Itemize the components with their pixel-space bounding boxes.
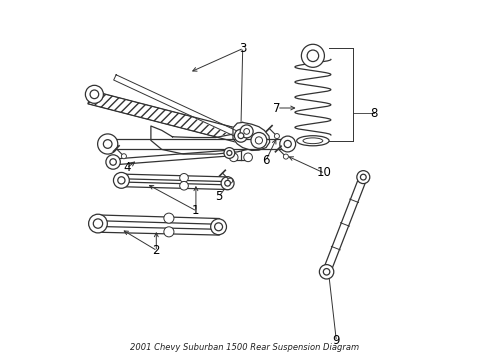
Circle shape <box>224 180 230 186</box>
Circle shape <box>240 125 253 138</box>
Circle shape <box>319 265 333 279</box>
Circle shape <box>163 213 174 223</box>
Circle shape <box>90 90 99 99</box>
Circle shape <box>210 219 226 235</box>
Circle shape <box>121 154 126 159</box>
Circle shape <box>227 178 232 183</box>
Polygon shape <box>120 174 228 181</box>
Circle shape <box>221 177 234 190</box>
Circle shape <box>229 153 238 162</box>
Circle shape <box>323 269 329 275</box>
Circle shape <box>284 140 291 148</box>
Text: 5: 5 <box>215 190 223 203</box>
Text: 8: 8 <box>369 107 377 120</box>
Text: 9: 9 <box>332 334 339 347</box>
Circle shape <box>113 172 129 188</box>
Text: 6: 6 <box>262 154 269 167</box>
Circle shape <box>356 171 369 184</box>
Circle shape <box>274 134 279 139</box>
Text: 2001 Chevy Suburban 1500 Rear Suspension Diagram: 2001 Chevy Suburban 1500 Rear Suspension… <box>130 343 358 352</box>
Polygon shape <box>97 215 219 224</box>
Text: 2: 2 <box>152 244 160 257</box>
Polygon shape <box>120 182 228 189</box>
Circle shape <box>85 85 103 103</box>
Circle shape <box>110 159 116 165</box>
Polygon shape <box>107 139 287 149</box>
Text: 3: 3 <box>239 42 246 55</box>
Circle shape <box>179 181 188 190</box>
Text: 1: 1 <box>192 204 199 217</box>
Text: 4: 4 <box>123 161 131 174</box>
Circle shape <box>88 214 107 233</box>
Circle shape <box>98 134 118 154</box>
Polygon shape <box>322 176 366 273</box>
Text: 10: 10 <box>316 166 330 179</box>
Circle shape <box>283 154 288 159</box>
Circle shape <box>163 227 174 237</box>
Circle shape <box>106 155 120 169</box>
Circle shape <box>179 174 188 182</box>
Circle shape <box>238 133 244 139</box>
Polygon shape <box>113 75 244 139</box>
Ellipse shape <box>296 136 328 146</box>
Circle shape <box>118 177 125 184</box>
Circle shape <box>226 150 231 156</box>
Circle shape <box>103 140 112 148</box>
Circle shape <box>250 132 266 148</box>
Text: 7: 7 <box>273 102 280 114</box>
Polygon shape <box>113 150 230 165</box>
Circle shape <box>214 223 222 231</box>
Ellipse shape <box>303 138 322 144</box>
Circle shape <box>234 129 247 142</box>
Polygon shape <box>232 122 269 150</box>
Circle shape <box>93 219 102 228</box>
Circle shape <box>301 44 324 67</box>
Circle shape <box>279 136 295 152</box>
Polygon shape <box>97 226 219 235</box>
Circle shape <box>306 50 318 62</box>
Circle shape <box>255 137 262 144</box>
Polygon shape <box>88 91 244 143</box>
Circle shape <box>244 129 249 134</box>
Circle shape <box>360 174 366 180</box>
Circle shape <box>244 153 252 162</box>
Circle shape <box>224 148 234 158</box>
Polygon shape <box>151 126 262 154</box>
